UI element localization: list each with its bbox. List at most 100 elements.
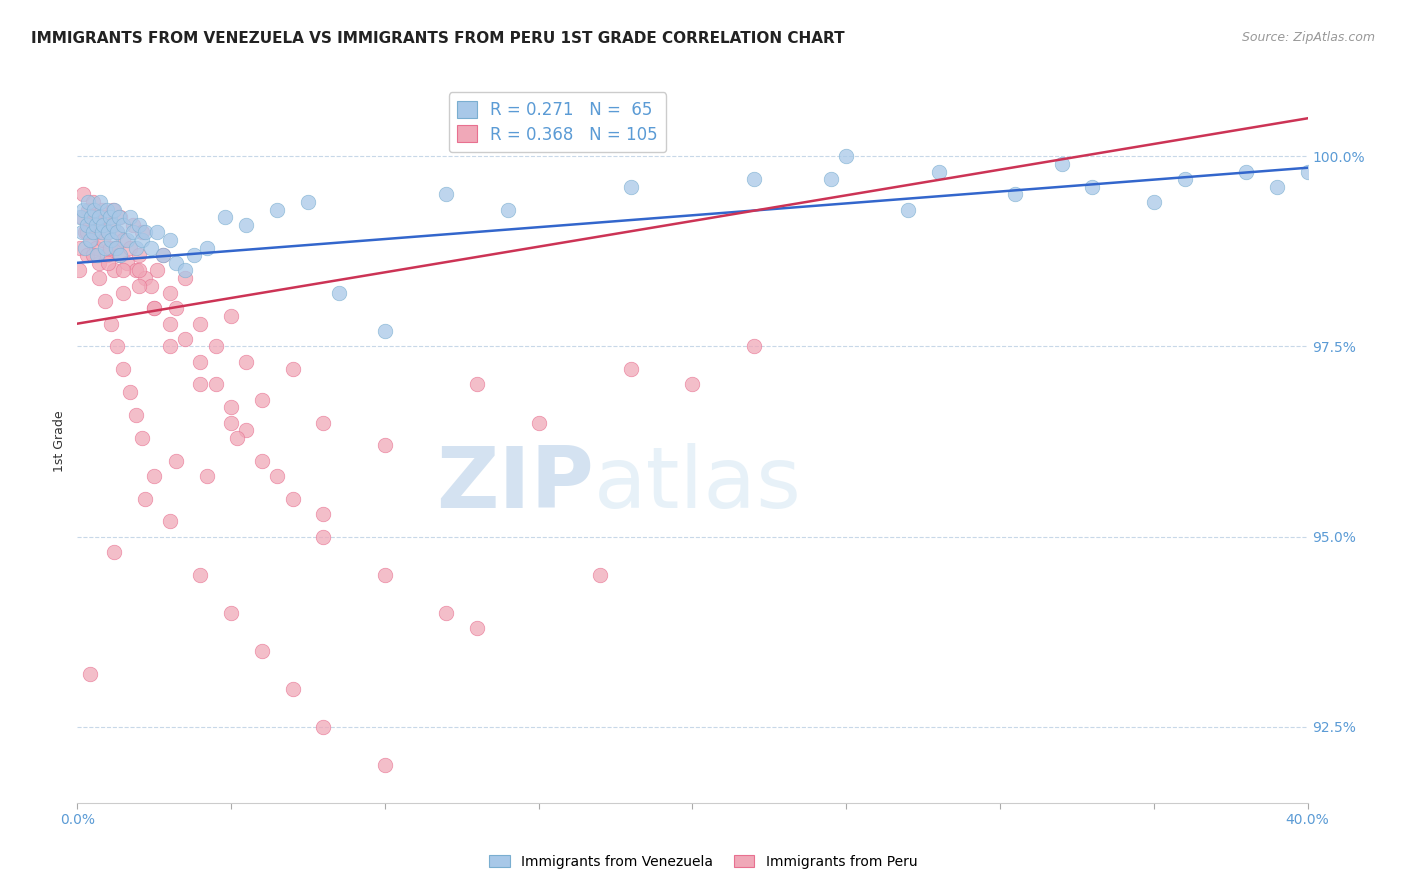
Point xyxy=(226,431,249,445)
Point xyxy=(250,453,273,467)
Point xyxy=(219,401,242,415)
Point xyxy=(620,179,643,194)
Point xyxy=(297,194,319,209)
Point xyxy=(96,248,118,262)
Point xyxy=(374,567,396,582)
Point xyxy=(125,241,148,255)
Point xyxy=(128,218,150,232)
Point xyxy=(76,248,98,262)
Point xyxy=(94,210,117,224)
Point xyxy=(159,286,181,301)
Point xyxy=(73,226,96,240)
Point xyxy=(742,172,765,186)
Point xyxy=(250,392,273,407)
Point xyxy=(83,210,105,224)
Point xyxy=(146,263,169,277)
Point xyxy=(104,241,127,255)
Point xyxy=(82,248,104,262)
Point xyxy=(141,241,163,255)
Text: Source: ZipAtlas.com: Source: ZipAtlas.com xyxy=(1241,31,1375,45)
Point xyxy=(897,202,920,217)
Point xyxy=(103,545,125,559)
Point xyxy=(128,248,150,262)
Point xyxy=(1296,164,1319,178)
Point xyxy=(374,757,396,772)
Point xyxy=(620,362,643,376)
Point xyxy=(165,256,187,270)
Point xyxy=(105,226,128,240)
Point xyxy=(70,210,93,224)
Point xyxy=(115,233,138,247)
Point xyxy=(143,301,166,316)
Point xyxy=(374,324,396,338)
Point xyxy=(374,438,396,452)
Point xyxy=(86,226,108,240)
Point xyxy=(1004,187,1026,202)
Point xyxy=(118,210,141,224)
Point xyxy=(93,218,115,232)
Text: ZIP: ZIP xyxy=(436,443,595,526)
Point xyxy=(90,202,114,217)
Point xyxy=(112,218,135,232)
Point xyxy=(1234,164,1257,178)
Text: IMMIGRANTS FROM VENEZUELA VS IMMIGRANTS FROM PERU 1ST GRADE CORRELATION CHART: IMMIGRANTS FROM VENEZUELA VS IMMIGRANTS … xyxy=(31,31,845,46)
Point xyxy=(87,256,110,270)
Point xyxy=(174,271,197,285)
Point xyxy=(188,377,212,392)
Point xyxy=(87,271,110,285)
Point xyxy=(82,194,104,209)
Point xyxy=(219,606,242,620)
Point xyxy=(465,621,488,635)
Point xyxy=(928,164,950,178)
Point xyxy=(1265,179,1288,194)
Point xyxy=(820,172,842,186)
Point xyxy=(121,218,143,232)
Point xyxy=(589,567,612,582)
Point xyxy=(436,187,458,202)
Point xyxy=(134,271,156,285)
Point xyxy=(1143,194,1166,209)
Point xyxy=(72,202,94,217)
Point xyxy=(118,385,141,400)
Point xyxy=(134,491,156,506)
Point xyxy=(83,202,105,217)
Point xyxy=(219,309,242,323)
Point xyxy=(204,377,226,392)
Point xyxy=(79,666,101,681)
Point xyxy=(235,423,257,437)
Point xyxy=(159,339,181,353)
Point xyxy=(100,218,122,232)
Point xyxy=(312,530,335,544)
Legend: Immigrants from Venezuela, Immigrants from Peru: Immigrants from Venezuela, Immigrants fr… xyxy=(484,849,922,874)
Point xyxy=(86,248,108,262)
Point xyxy=(101,202,124,217)
Point xyxy=(90,226,114,240)
Point xyxy=(1081,179,1104,194)
Point xyxy=(165,453,187,467)
Point xyxy=(89,194,111,209)
Point xyxy=(143,468,166,483)
Point xyxy=(235,354,257,368)
Point xyxy=(131,431,153,445)
Point xyxy=(188,317,212,331)
Point xyxy=(235,218,257,232)
Point xyxy=(73,241,96,255)
Point xyxy=(152,248,174,262)
Point xyxy=(328,286,350,301)
Point xyxy=(80,210,103,224)
Point xyxy=(115,256,138,270)
Point xyxy=(77,194,100,209)
Point xyxy=(112,233,135,247)
Point xyxy=(312,720,335,734)
Point xyxy=(152,248,174,262)
Point xyxy=(266,202,288,217)
Point xyxy=(250,643,273,657)
Point xyxy=(1174,172,1197,186)
Point xyxy=(682,377,704,392)
Point xyxy=(436,606,458,620)
Point xyxy=(98,210,121,224)
Point xyxy=(101,218,124,232)
Point xyxy=(67,263,90,277)
Point xyxy=(79,233,101,247)
Point xyxy=(118,241,141,255)
